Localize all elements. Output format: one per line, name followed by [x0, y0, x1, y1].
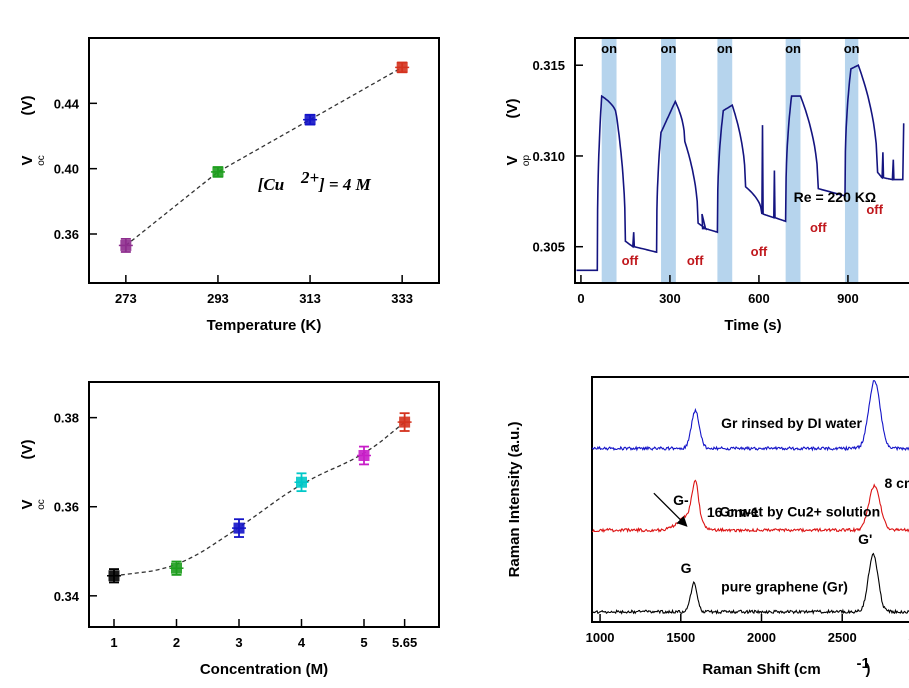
svg-text:1500: 1500 — [666, 630, 695, 645]
svg-text:900: 900 — [837, 291, 859, 306]
svg-text:4: 4 — [298, 635, 306, 650]
svg-text:oc: oc — [36, 155, 47, 166]
svg-text:G': G' — [858, 531, 872, 547]
svg-text:oc: oc — [36, 499, 47, 510]
svg-text:): ) — [866, 661, 871, 678]
svg-text:Time (s): Time (s) — [724, 317, 781, 334]
svg-text:V: V — [504, 155, 521, 165]
svg-text:0.36: 0.36 — [54, 227, 79, 242]
svg-text:0.44: 0.44 — [54, 96, 80, 111]
svg-text:0.310: 0.310 — [532, 149, 565, 164]
svg-text:0.315: 0.315 — [532, 58, 565, 73]
svg-text:300: 300 — [659, 291, 681, 306]
svg-text:on: on — [717, 41, 733, 56]
panel-d: 10001500200025003000Raman Shift (cm-1)Ra… — [483, 344, 909, 688]
panel-c-chart: 0.34 0.36 0.38 1 2 3 4 5 5.65 Concentration (M) Vo… — [14, 352, 469, 682]
svg-text:1: 1 — [110, 635, 117, 650]
svg-text:293: 293 — [207, 291, 229, 306]
svg-text:on: on — [661, 41, 677, 56]
panel-a-chart: 0.36 0.40 0.44 273 293 313 333 Temperature (K) V… — [14, 8, 469, 338]
svg-text:off: off — [810, 220, 827, 235]
svg-text:(V): (V) — [504, 99, 521, 119]
svg-text:off: off — [751, 244, 768, 259]
svg-text:pure graphene (Gr): pure graphene (Gr) — [721, 578, 848, 594]
figure-grid: 0.36 0.40 0.44 273 293 313 333 Temperature (K) V… — [0, 0, 909, 658]
svg-text:off: off — [687, 253, 704, 268]
svg-text:2+: 2+ — [300, 168, 319, 187]
svg-text:1000: 1000 — [586, 630, 615, 645]
svg-text:V: V — [19, 499, 36, 509]
svg-text:0.38: 0.38 — [54, 411, 79, 426]
svg-text:Re = 220 KΩ: Re = 220 KΩ — [794, 189, 876, 205]
svg-text:2000: 2000 — [747, 630, 776, 645]
svg-text:2500: 2500 — [828, 630, 857, 645]
svg-text:16 cm-1: 16 cm-1 — [707, 504, 759, 520]
svg-text:(V): (V) — [19, 440, 36, 460]
svg-text:0.36: 0.36 — [54, 500, 79, 515]
svg-text:333: 333 — [391, 291, 413, 306]
svg-text:5.65: 5.65 — [392, 635, 417, 650]
svg-text:0: 0 — [577, 291, 584, 306]
svg-text:on: on — [785, 41, 801, 56]
svg-text:Gr rinsed by DI water: Gr rinsed by DI water — [721, 415, 862, 431]
svg-text:Raman Shift (cm: Raman Shift (cm — [702, 661, 820, 678]
svg-text:0.305: 0.305 — [532, 240, 565, 255]
svg-text:op: op — [521, 155, 532, 167]
svg-text:on: on — [844, 41, 860, 56]
svg-text:G: G — [681, 560, 692, 576]
svg-text:0.40: 0.40 — [54, 162, 79, 177]
panel-a: 0.36 0.40 0.44 273 293 313 333 Temperature (K) V… — [0, 0, 483, 344]
svg-text:G-: G- — [673, 492, 689, 508]
panel-d-chart: 10001500200025003000Raman Shift (cm-1)Ra… — [497, 352, 909, 682]
svg-text:Concentration (M): Concentration (M) — [200, 661, 328, 678]
svg-text:313: 313 — [299, 291, 321, 306]
svg-text:600: 600 — [748, 291, 770, 306]
svg-text:] = 4 M: ] = 4 M — [318, 175, 372, 194]
svg-text:5: 5 — [360, 635, 367, 650]
panel-b-chart: 0.3050.3100.31503006009001200Time (s)Vop… — [497, 8, 909, 338]
svg-text:on: on — [601, 41, 617, 56]
svg-text:8 cm-1: 8 cm-1 — [885, 475, 909, 491]
svg-text:2: 2 — [173, 635, 180, 650]
svg-text:off: off — [622, 253, 639, 268]
svg-text:0.34: 0.34 — [54, 589, 80, 604]
svg-text:3: 3 — [235, 635, 242, 650]
svg-text:Temperature (K): Temperature (K) — [207, 317, 322, 334]
svg-text:(V): (V) — [19, 96, 36, 116]
svg-text:273: 273 — [115, 291, 137, 306]
svg-text:V: V — [19, 155, 36, 165]
svg-text:[Cu: [Cu — [258, 175, 284, 194]
panel-c: 0.34 0.36 0.38 1 2 3 4 5 5.65 Concentration (M) Vo… — [0, 344, 483, 688]
svg-text:Raman Intensity (a.u.): Raman Intensity (a.u.) — [506, 422, 523, 578]
panel-b: 0.3050.3100.31503006009001200Time (s)Vop… — [483, 0, 909, 344]
